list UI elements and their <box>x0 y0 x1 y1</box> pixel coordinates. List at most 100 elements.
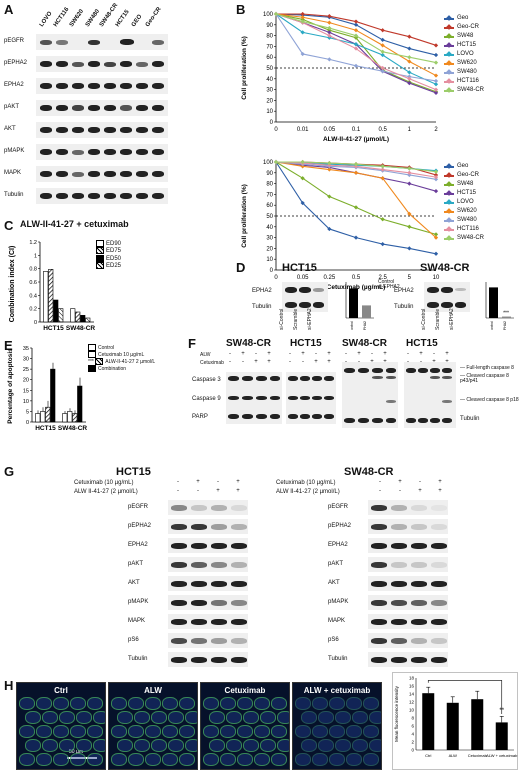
blot-band <box>211 505 227 511</box>
micrograph-label: Cetuximab <box>224 686 266 695</box>
data-point <box>353 170 359 175</box>
data-point <box>380 217 385 222</box>
blot-band <box>231 600 247 606</box>
blot-band <box>191 562 207 568</box>
apoptosis-bar-chart: 0 5 10 15 20 25 30 35 HCT15 SW48-CR Percentage of … <box>7 346 87 432</box>
cell-outline <box>312 725 328 738</box>
western-blot-strip <box>368 538 448 553</box>
y-tick-label: 1 <box>34 253 37 259</box>
cell-outline <box>185 711 197 724</box>
blot-band <box>191 543 207 549</box>
x-tick-label: 5 <box>408 275 412 281</box>
data-point <box>433 73 439 78</box>
y-tick-label: 18 <box>409 676 415 681</box>
panel-f-label: F <box>188 336 196 351</box>
blot-band <box>211 600 227 606</box>
g-row-label: pAKT <box>328 561 344 567</box>
blot-band <box>411 543 427 549</box>
cell-outline <box>346 753 362 766</box>
y-tick-label: 14 <box>409 692 415 697</box>
treatment-marker: + <box>327 359 331 365</box>
legend-label: ED50 <box>106 255 122 262</box>
legend-item: ED75 <box>96 247 121 254</box>
f-right-label: — Cleaved caspase 8 p43/p41 <box>460 373 509 385</box>
data-point <box>380 43 385 48</box>
blot-band <box>391 505 407 511</box>
data-point <box>327 25 332 31</box>
y-tick-label: 60 <box>266 55 273 61</box>
treatment-marker: - <box>177 479 179 485</box>
western-blot-strip <box>36 100 168 116</box>
g-row-label: pMAPK <box>128 599 149 605</box>
cell-outline <box>134 739 150 752</box>
legend-item: SW48-CR <box>444 234 484 243</box>
significance-mark: *** <box>503 311 509 317</box>
treatment-marker: - <box>242 359 244 365</box>
legend-b-top: Geo Geo-CR SW48 HCT15 LOVO SW620 SW480 HCT116 SW… <box>444 14 484 95</box>
bar <box>77 385 83 423</box>
treatment-marker: - <box>229 359 231 365</box>
bar <box>43 271 49 323</box>
g-treat-label: Cetuximab (10 µg/mL) <box>276 480 336 486</box>
cell-outline <box>151 711 167 724</box>
legend-swatch <box>444 234 454 241</box>
y-tick-label: 0.6 <box>29 280 37 286</box>
data-point <box>327 226 332 232</box>
cell-outline <box>312 753 328 766</box>
data-point <box>300 19 305 24</box>
g-row-label: AKT <box>128 580 140 586</box>
cell-outline <box>59 739 75 752</box>
micrograph-ctrl: Ctrl 50 µm <box>16 682 106 770</box>
y-tick-label: 80 <box>266 34 273 40</box>
legend-item: ED50 <box>96 254 122 262</box>
blot-band <box>171 657 187 663</box>
cell-outline <box>318 711 334 724</box>
legend-item: SW620 <box>444 59 484 68</box>
legend-b-bottom: Geo Geo-CR SW48 HCT15 LOVO SW620 SW480 HCT116 SW… <box>444 162 484 243</box>
western-blot-strip <box>368 576 448 591</box>
data-point <box>327 57 332 62</box>
d-blot-left <box>282 282 328 312</box>
scale-label: 50 µm <box>69 749 83 755</box>
data-point <box>407 211 412 216</box>
treatment-marker: + <box>301 351 305 357</box>
y-tick-label: 40 <box>266 77 273 83</box>
y-tick-label: 30 <box>266 236 273 242</box>
cell-outline <box>346 697 362 710</box>
y-tick-label: 20 <box>266 98 273 104</box>
legend-item: LOVO <box>444 50 484 59</box>
y-axis-label: Percentage of apoptosis <box>7 348 14 424</box>
y-tick-label: 90 <box>266 171 273 177</box>
legend-label: ED25 <box>106 263 122 270</box>
bar <box>70 308 76 323</box>
significance-mark: *** <box>88 358 96 365</box>
blot-band <box>391 543 407 549</box>
blot-row-label: pEPHA2 <box>4 60 28 66</box>
data-point <box>353 19 359 24</box>
legend-swatch <box>96 254 104 262</box>
y-tick-label: 0.2 <box>29 307 37 313</box>
cell-outline <box>162 697 178 710</box>
y-tick-label: 10 <box>266 109 273 115</box>
x-tick-label: 0.05 <box>297 275 309 281</box>
bar <box>80 315 86 323</box>
legend-label: HCT15 <box>457 42 477 49</box>
treatment-marker: - <box>289 351 291 357</box>
western-blot-strip <box>168 595 248 610</box>
cell-outline <box>42 739 58 752</box>
d-title-left: HCT15 <box>282 262 317 274</box>
data-point <box>327 14 332 19</box>
cell-outline <box>237 697 253 710</box>
cell-outline <box>220 753 236 766</box>
cell-outline <box>312 697 328 710</box>
panel-e-label: E <box>4 338 13 353</box>
treatment-marker: + <box>327 351 331 357</box>
y-tick-label: 40 <box>266 225 273 231</box>
blot-band <box>231 524 247 530</box>
cell-outline <box>329 725 345 738</box>
cell-outline <box>168 711 184 724</box>
y-tick-label: 4 <box>411 732 414 737</box>
blot-band <box>411 600 427 606</box>
legend-label: SW48 <box>457 33 474 40</box>
legend-label: SW48-CR <box>457 235 485 242</box>
